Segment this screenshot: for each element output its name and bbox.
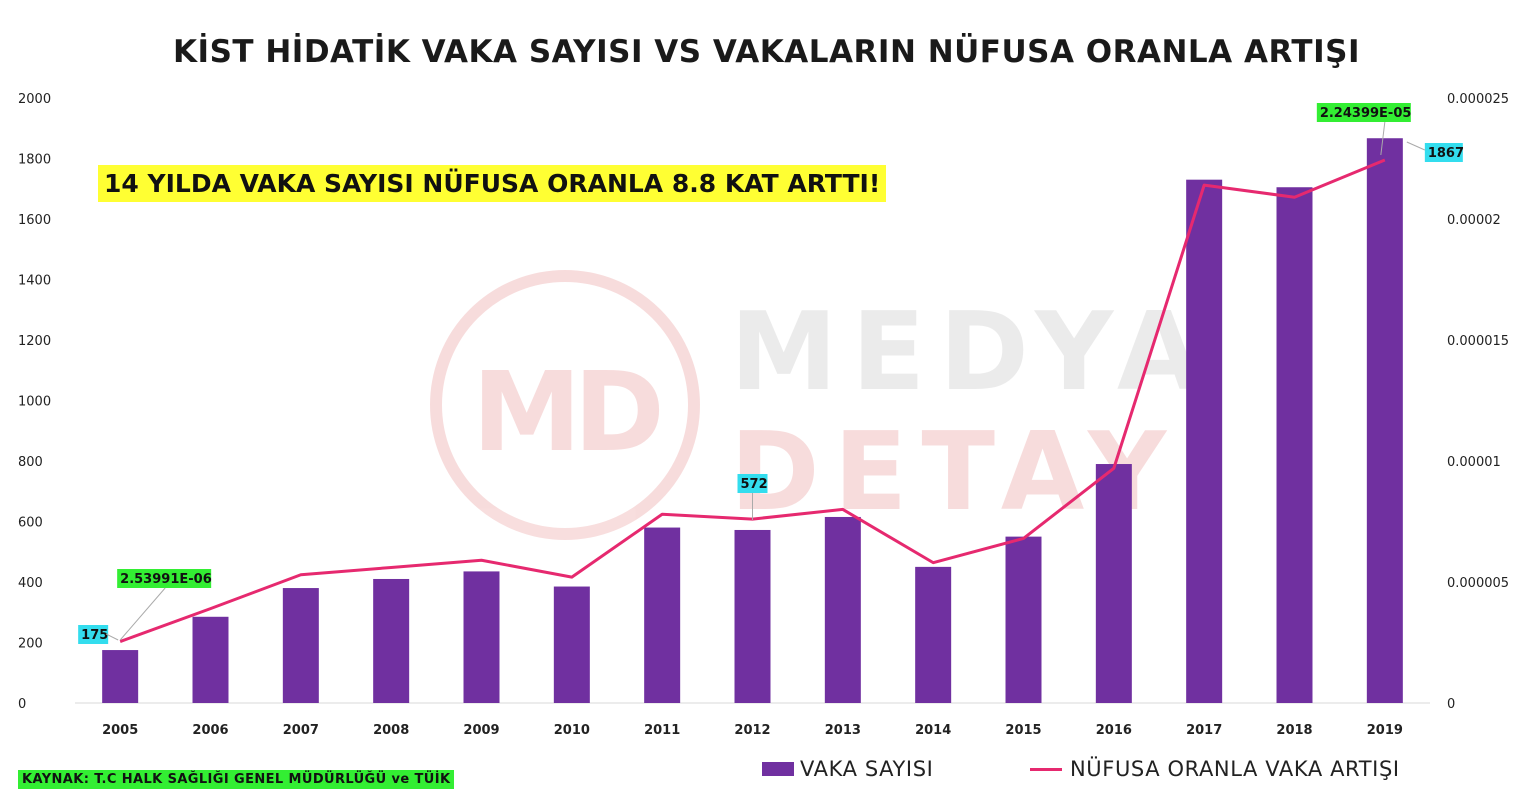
right-tick-label: 0 <box>1447 697 1455 712</box>
bar-2018 <box>1276 187 1313 704</box>
right-tick-label: 0.00002 <box>1447 213 1501 228</box>
bar-2007 <box>282 588 319 703</box>
right-tick-label: 0.000015 <box>1447 334 1509 349</box>
x-tick-label: 2010 <box>554 723 590 738</box>
data-label-box <box>78 625 109 644</box>
data-label-leader <box>1406 141 1426 151</box>
left-tick-label: 400 <box>18 576 43 591</box>
data-labels: 175 2.53991E-06 572 2.24399E-05 1867 <box>78 103 1464 644</box>
x-tick-label: 2019 <box>1367 723 1403 738</box>
right-tick-label: 0.000005 <box>1447 576 1509 591</box>
data-label-box <box>1316 103 1411 122</box>
legend-item-line: NÜFUSA ORANLA VAKA ARTIŞI <box>1030 755 1400 783</box>
left-tick-label: 1600 <box>18 213 51 228</box>
x-tick-label: 2012 <box>734 723 770 738</box>
headline-banner: 14 YILDA VAKA SAYISI NÜFUSA ORANLA 8.8 K… <box>98 165 887 202</box>
bar-2006 <box>192 616 229 703</box>
left-tick-label: 1000 <box>18 395 51 410</box>
data-label-box <box>737 474 768 493</box>
bar-2013 <box>824 516 861 703</box>
left-tick-label: 800 <box>18 455 43 470</box>
x-tick-label: 2017 <box>1186 723 1222 738</box>
data-label-leader <box>119 587 166 641</box>
x-tick-label: 2008 <box>373 723 409 738</box>
left-tick-label: 1400 <box>18 274 51 289</box>
bar-series <box>102 138 1403 704</box>
right-tick-label: 0.00001 <box>1447 455 1501 470</box>
bar-2010 <box>553 586 590 703</box>
bar-2017 <box>1186 179 1223 704</box>
data-label-box <box>1424 143 1463 162</box>
x-tick-label: 2013 <box>825 723 861 738</box>
x-tick-label: 2016 <box>1096 723 1132 738</box>
x-tick-label: 2018 <box>1276 723 1312 738</box>
x-tick-label: 2011 <box>644 723 680 738</box>
x-tick-label: 2007 <box>283 723 319 738</box>
x-tick-label: 2015 <box>1005 723 1041 738</box>
x-tick-label: 2009 <box>463 723 499 738</box>
bar-2015 <box>1005 536 1042 703</box>
chart-title: KİST HİDATİK VAKA SAYISI VS VAKALARIN NÜ… <box>173 34 1360 70</box>
data-label: 175 <box>81 628 108 643</box>
data-label: 1867 <box>1428 146 1464 161</box>
bar-2009 <box>463 571 500 703</box>
data-label: 2.53991E-06 <box>120 572 212 587</box>
left-axis: 0 200 400 600 800 1000 1200 1400 1600 1800 2000 <box>18 92 51 712</box>
legend-item-bar: VAKA SAYISI <box>762 755 933 783</box>
x-tick-label: 2014 <box>915 723 951 738</box>
left-tick-label: 1200 <box>18 334 51 349</box>
data-label-leader <box>105 633 119 641</box>
legend-bar-label: VAKA SAYISI <box>800 757 934 781</box>
bar-2008 <box>373 578 410 703</box>
bar-2019 <box>1366 138 1403 704</box>
x-axis: 2005 2006 2007 2008 2009 2010 2011 2012 2013 2014… <box>75 702 1430 738</box>
data-label-box <box>117 569 212 588</box>
bar-2011 <box>644 527 681 703</box>
legend-bar-swatch <box>762 762 794 776</box>
right-tick-label: 0.000025 <box>1447 92 1509 107</box>
bar-2016 <box>1095 464 1132 703</box>
legend-line-swatch <box>1030 767 1062 771</box>
left-tick-label: 200 <box>18 637 43 652</box>
left-tick-label: 2000 <box>18 92 51 107</box>
source-note: KAYNAK: T.C HALK SAĞLIĞI GENEL MÜDÜRLÜĞÜ… <box>18 770 455 789</box>
legend-line-label: NÜFUSA ORANLA VAKA ARTIŞI <box>1070 757 1400 781</box>
left-tick-label: 600 <box>18 516 43 531</box>
x-tick-label: 2005 <box>102 723 138 738</box>
data-label-leader <box>1380 121 1386 156</box>
left-tick-label: 0 <box>18 697 26 712</box>
bar-2012 <box>734 529 771 703</box>
bar-2005 <box>102 650 139 703</box>
right-axis: 0 0.000005 0.00001 0.000015 0.00002 0.000025 <box>1447 92 1509 712</box>
data-label: 572 <box>741 477 768 492</box>
bar-2014 <box>915 566 952 703</box>
left-tick-label: 1800 <box>18 153 51 168</box>
data-label: 2.24399E-05 <box>1320 106 1412 121</box>
x-tick-label: 2006 <box>192 723 228 738</box>
